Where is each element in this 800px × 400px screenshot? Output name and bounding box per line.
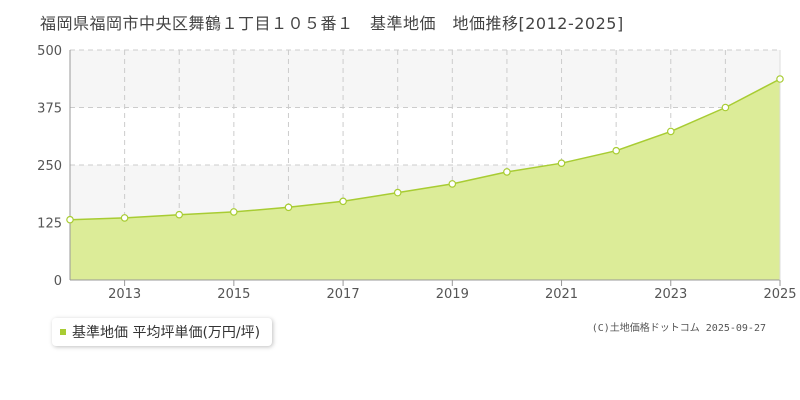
y-tick-label: 500 bbox=[37, 44, 62, 59]
legend-label: 基準地価 平均坪単価(万円/坪) bbox=[72, 325, 261, 341]
data-point bbox=[721, 103, 730, 112]
data-point bbox=[776, 75, 784, 83]
data-point bbox=[230, 208, 238, 216]
y-tick-label: 0 bbox=[54, 274, 62, 289]
legend-swatch bbox=[60, 329, 66, 335]
y-tick-label: 250 bbox=[37, 159, 62, 174]
data-point bbox=[448, 180, 457, 188]
x-tick-label: 2013 bbox=[108, 287, 141, 302]
area-fill bbox=[70, 79, 780, 280]
y-tick-label: 125 bbox=[37, 217, 62, 232]
x-tick-label: 2015 bbox=[217, 287, 250, 302]
x-tick-label: 2019 bbox=[436, 287, 469, 302]
data-point bbox=[66, 215, 74, 224]
legend: 基準地価 平均坪単価(万円/坪) bbox=[52, 318, 273, 346]
x-tick-label: 2025 bbox=[763, 287, 796, 302]
x-tick-label: 2021 bbox=[545, 287, 578, 302]
x-tick-label: 2023 bbox=[654, 287, 687, 302]
chart-title: 福岡県福岡市中央区舞鶴１丁目１０５番１ 基準地価 地価推移[2012-2025] bbox=[40, 14, 624, 33]
credit-text: (C)土地価格ドットコム 2025-09-27 bbox=[591, 323, 766, 334]
x-tick-label: 2017 bbox=[327, 287, 360, 302]
data-point bbox=[666, 127, 675, 136]
data-point bbox=[393, 188, 402, 197]
data-point bbox=[339, 197, 347, 206]
y-tick-label: 375 bbox=[37, 102, 62, 117]
data-point bbox=[284, 203, 293, 212]
series-line bbox=[69, 78, 781, 221]
data-point bbox=[557, 159, 566, 168]
data-point bbox=[175, 210, 184, 219]
data-point bbox=[503, 168, 511, 176]
plot-band bbox=[70, 50, 780, 108]
data-point bbox=[612, 146, 621, 155]
data-point bbox=[120, 214, 129, 222]
